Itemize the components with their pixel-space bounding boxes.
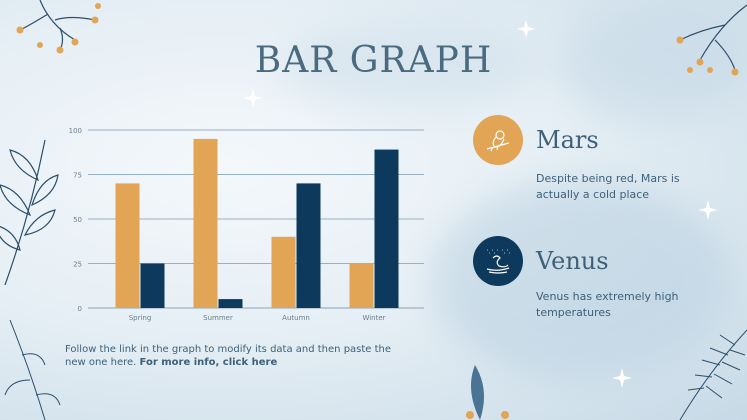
x-tick-label: Spring <box>129 314 152 322</box>
watercolor-wash <box>560 0 747 120</box>
bar-summer-series-1 <box>193 138 218 308</box>
bar-winter-series-1 <box>349 263 374 308</box>
leaf-decoration <box>466 365 509 420</box>
venus-icon-circle <box>473 236 523 286</box>
berry-branch-decoration <box>676 4 747 76</box>
x-tick-label: Summer <box>203 314 233 322</box>
swan-icon <box>486 249 510 274</box>
mars-icon-circle <box>473 115 523 165</box>
y-tick-label: 100 <box>69 127 82 135</box>
x-tick-label: Autumn <box>282 314 310 322</box>
sparkle-icon <box>698 200 718 220</box>
bar-winter-series-2 <box>374 149 399 308</box>
bar-summer-series-2 <box>218 299 243 308</box>
y-tick-label: 75 <box>73 172 82 180</box>
y-tick-label: 25 <box>73 261 82 269</box>
page-title: BAR GRAPH <box>254 40 493 81</box>
x-tick-label: Winter <box>362 314 385 322</box>
chart-note: Follow the link in the graph to modify i… <box>65 343 405 369</box>
berry-branch-decoration <box>16 0 101 54</box>
note-text: Follow the link in the graph to modify i… <box>65 344 392 368</box>
leaf-branch-decoration <box>0 139 59 285</box>
sparkle-icon <box>612 368 632 388</box>
venus-description: Venus has extremely high temperatures <box>536 290 679 319</box>
bar-autumn-series-1 <box>271 236 296 308</box>
bar-spring-series-2 <box>140 263 165 308</box>
bird-on-branch-icon <box>486 130 510 152</box>
mars-description: Despite being red, Mars is actually a co… <box>536 172 680 201</box>
bar-chart[interactable]: 0 25 50 75 100 Spring Summer Autumn Winter <box>60 120 430 325</box>
watercolor-wash <box>430 180 730 380</box>
more-info-link[interactable]: For more info, click here <box>139 357 278 368</box>
bar-autumn-series-2 <box>296 183 321 308</box>
y-tick-label: 50 <box>73 216 82 224</box>
watercolor-wash <box>280 20 540 110</box>
sparkle-icon <box>243 88 263 108</box>
sparkle-icon <box>517 20 535 38</box>
leaf-branch-decoration <box>4 320 61 420</box>
bar-spring-series-1 <box>115 183 140 308</box>
fern-decoration <box>679 329 747 420</box>
y-tick-label: 0 <box>78 305 82 313</box>
venus-title: Venus <box>536 247 609 275</box>
mars-title: Mars <box>536 126 599 154</box>
